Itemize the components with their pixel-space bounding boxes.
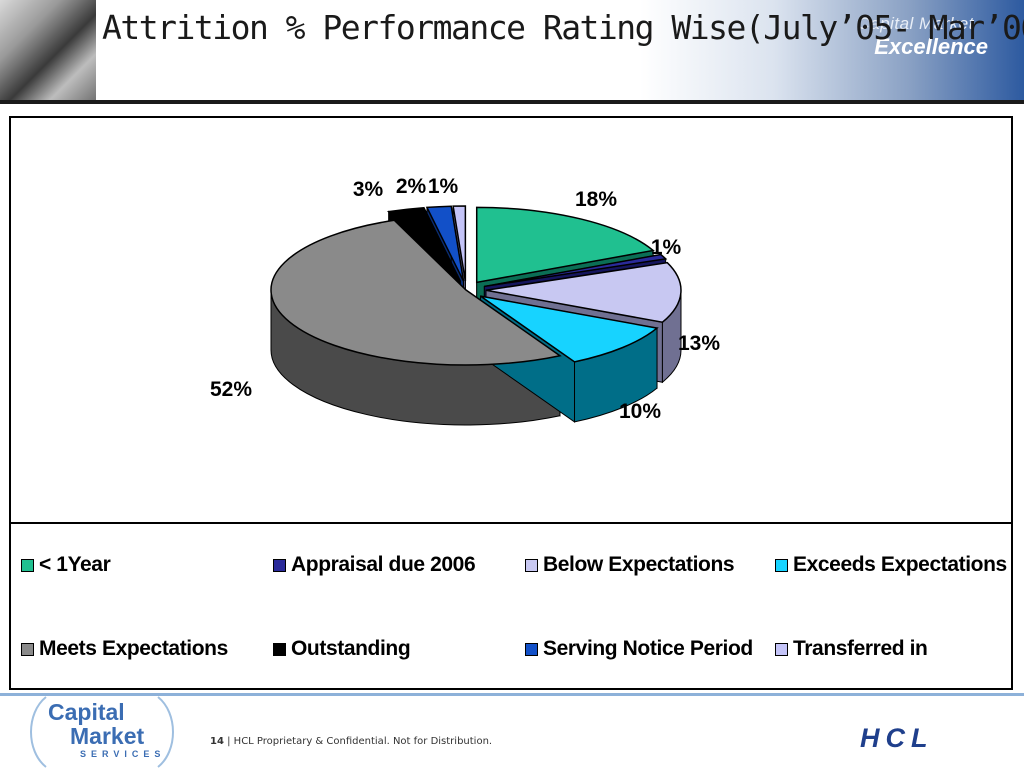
legend-label: Meets Expectations <box>39 637 228 660</box>
legend-label: Exceeds Expectations <box>793 553 1007 576</box>
pie-slice-exceeds-expectations <box>480 295 659 363</box>
header-photo-image <box>0 0 96 104</box>
pie-tops <box>270 205 682 366</box>
header-divider <box>0 100 1024 104</box>
legend-item: Meets Expectations <box>21 634 228 664</box>
data-label: 2% <box>396 175 427 198</box>
data-label: 1% <box>428 175 459 198</box>
legend-label: Appraisal due 2006 <box>291 553 476 576</box>
footer-confidential-note: 14 | HCL Proprietary & Confidential. Not… <box>210 736 492 747</box>
header-brand-bottom-text: Excellence <box>874 34 988 59</box>
footer-separator: | <box>227 736 231 747</box>
pie-slice-serving-notice-period <box>425 205 465 282</box>
footer-divider <box>0 693 1024 696</box>
data-label: 1% <box>651 236 682 259</box>
legend-swatch <box>273 558 286 572</box>
legend-swatch <box>525 642 538 656</box>
legend-item: Below Expectations <box>525 550 735 580</box>
legend-label: Below Expectations <box>543 553 735 576</box>
legend-swatch <box>525 558 538 572</box>
pie-labels: 18%1%13%10%52%3% 2% 1% <box>210 175 720 423</box>
chart-frame: 18% 1% 13% 10% 52% 3% 2% 1% < 1Year Appraisal du… <box>9 116 1013 690</box>
svg-text:Market: Market <box>70 723 144 749</box>
legend-item: Serving Notice Period <box>525 634 753 664</box>
chart-legend: < 1Year Appraisal due 2006 Below Expectati… <box>11 522 1011 688</box>
legend-label: < 1Year <box>39 553 111 576</box>
hcl-logo: HCL <box>860 723 934 753</box>
header-brand-top-text: Capital Market <box>857 14 974 33</box>
legend-item: < 1Year <box>21 550 111 580</box>
data-label: 13% <box>678 332 720 355</box>
data-label: 18% <box>575 188 617 211</box>
svg-text:SERVICES: SERVICES <box>80 749 165 759</box>
legend-swatch <box>273 642 286 656</box>
pie-slice-meets-expectations <box>270 219 562 366</box>
slide-header: Capital Market Excellence Attrition % Pe… <box>0 0 1024 104</box>
pie-slice-1year <box>475 206 655 284</box>
pie-slice-transferred-in <box>452 205 467 282</box>
slide-title: Attrition % Performance Rating Wise(July… <box>102 8 1024 47</box>
legend-item: Appraisal due 2006 <box>273 550 476 580</box>
legend-swatch <box>21 642 34 656</box>
legend-label: Transferred in <box>793 637 928 660</box>
legend-item: Outstanding <box>273 634 411 664</box>
data-label: 52% <box>210 378 252 401</box>
pie-slice-below-expectations <box>485 261 682 324</box>
data-label: 10% <box>619 400 661 423</box>
pie-slice-appraisal-due-2006 <box>484 253 668 288</box>
data-label: 3% <box>353 178 384 201</box>
legend-item: Transferred in <box>775 634 928 664</box>
legend-swatch <box>775 558 788 572</box>
confidential-text: HCL Proprietary & Confidential. Not for … <box>233 736 493 747</box>
legend-label: Outstanding <box>291 637 411 660</box>
legend-label: Serving Notice Period <box>543 637 753 660</box>
svg-text:Capital: Capital <box>48 699 125 725</box>
pie-chart: 18%1%13%10%52%3% 2% 1% <box>210 175 720 426</box>
header-brand-band: Capital Market Excellence <box>640 0 1024 100</box>
legend-item: Exceeds Expectations <box>775 550 1007 580</box>
legend-swatch <box>21 558 34 572</box>
page-number: 14 <box>210 736 224 747</box>
capital-market-logo: Capital Market SERVICES <box>30 696 174 768</box>
pie-slice-outstanding <box>387 206 462 282</box>
legend-swatch <box>775 642 788 656</box>
